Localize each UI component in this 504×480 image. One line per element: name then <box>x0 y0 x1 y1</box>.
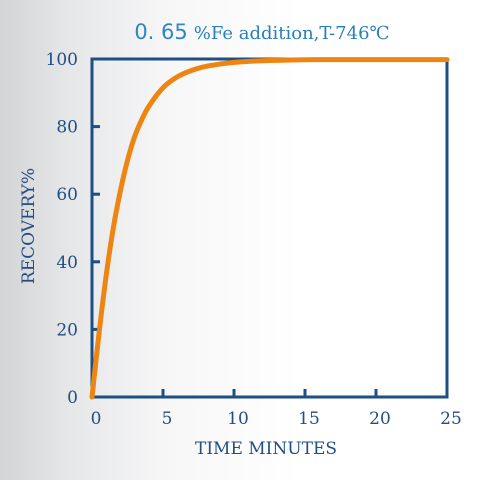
x-tick-label: 10 <box>227 409 249 429</box>
y-axis-title: RECOVERY% <box>19 168 39 284</box>
y-tick-label: 20 <box>56 320 78 340</box>
chart-title: 0. 65 %Fe addition,T-746℃ <box>134 20 389 44</box>
x-tick-label: 20 <box>369 409 391 429</box>
x-tick-label: 25 <box>440 409 462 429</box>
chart-title-text: %Fe addition,T-746℃ <box>194 23 390 44</box>
plot-area: 0 20 40 60 80 100 0 5 10 15 20 25 <box>46 50 462 429</box>
y-tick-label: 0 <box>67 388 78 408</box>
x-tick-label: 0 <box>91 409 102 429</box>
y-tick-label: 60 <box>56 185 78 205</box>
y-tick-label: 40 <box>56 253 78 273</box>
x-tick-label: 5 <box>162 409 173 429</box>
y-tick-label: 100 <box>46 50 78 70</box>
x-axis-title: TIME MINUTES <box>195 439 337 459</box>
series-line <box>89 57 450 400</box>
x-tick-label: 15 <box>298 409 320 429</box>
y-tick-label: 80 <box>56 118 78 138</box>
chart-title-value: 0. 65 <box>134 20 187 44</box>
